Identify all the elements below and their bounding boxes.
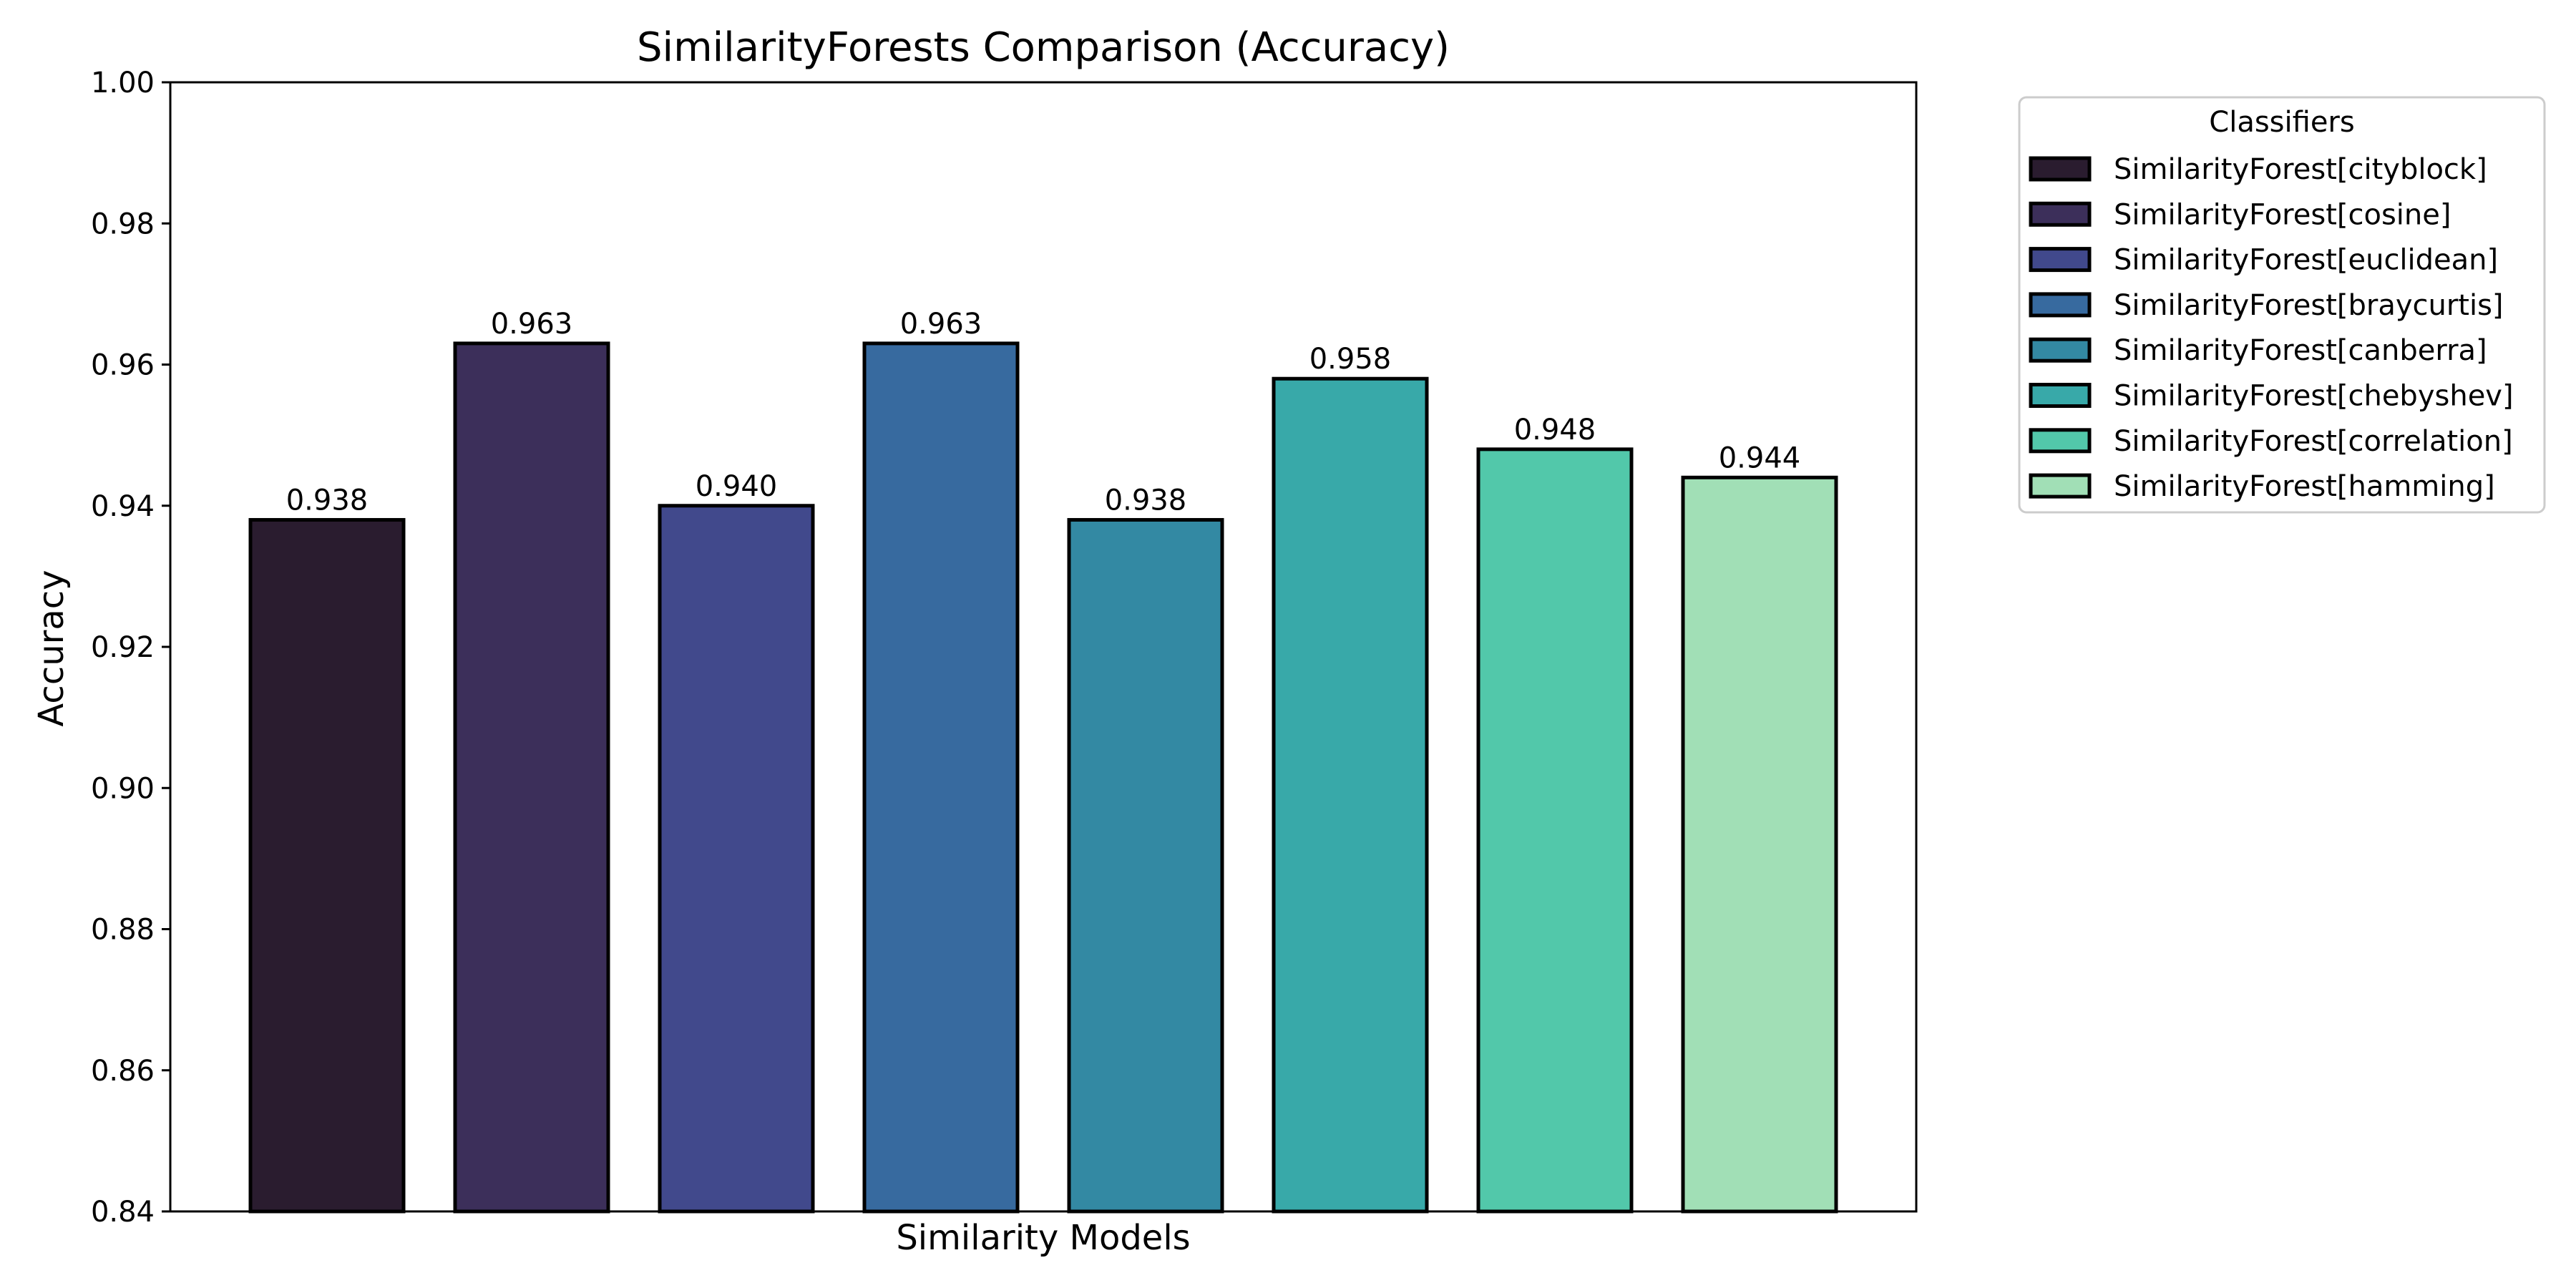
bar-value-label: 0.938: [286, 484, 369, 517]
y-tick-label: 0.92: [91, 631, 155, 664]
chart-title: SimilarityForests Comparison (Accuracy): [637, 24, 1450, 71]
legend-label: SimilarityForest[chebyshev]: [2114, 380, 2514, 413]
legend-box: [2018, 96, 2546, 514]
bar: [453, 341, 610, 1214]
bar: [1272, 376, 1429, 1214]
bar-value-labels: 0.938 0.963 0.940 0.963 0.938 0.958 0.948 0.944: [286, 308, 1801, 517]
legend-label: SimilarityForest[correlation]: [2114, 425, 2513, 458]
bar-value-label: 0.938: [1105, 484, 1187, 517]
legend-swatch: [2029, 473, 2092, 499]
legend-swatch: [2029, 247, 2092, 273]
bar-value-label: 0.940: [696, 470, 778, 503]
legend: Classifiers SimilarityForest[cityblock]S…: [2018, 96, 2546, 514]
legend-swatch: [2029, 337, 2092, 363]
legend-label: SimilarityForest[euclidean]: [2114, 244, 2498, 277]
y-tick-label: 0.94: [91, 490, 155, 523]
bar-value-label: 0.963: [491, 308, 573, 341]
bars: [248, 341, 1838, 1214]
legend-label: SimilarityForest[cityblock]: [2114, 153, 2487, 186]
legend-swatch: [2029, 156, 2092, 182]
legend-swatch: [2029, 201, 2092, 227]
y-axis-ticks: 0.84 0.86 0.88 0.90 0.92 0.94 0.96 0.98 1.00: [91, 67, 170, 1229]
legend-swatch: [2029, 292, 2092, 318]
y-axis-label: Accuracy: [31, 570, 72, 726]
y-tick-label: 0.88: [91, 914, 155, 947]
bar: [248, 517, 406, 1214]
legend-label: SimilarityForest[cosine]: [2114, 198, 2451, 231]
bar: [1476, 447, 1634, 1214]
legend-swatch: [2029, 383, 2092, 408]
bar: [1681, 475, 1838, 1214]
y-tick-label: 0.90: [91, 772, 155, 805]
legend-label: SimilarityForest[canberra]: [2114, 334, 2487, 367]
legend-label: SimilarityForest[braycurtis]: [2114, 289, 2504, 322]
bar-value-label: 0.958: [1309, 343, 1392, 376]
x-axis-label: Similarity Models: [896, 1218, 1190, 1258]
legend-items: SimilarityForest[cityblock] SimilarityFor…: [2029, 153, 2514, 503]
y-tick-label: 0.96: [91, 349, 155, 382]
legend-swatch: [2029, 428, 2092, 454]
y-tick-label: 0.98: [91, 208, 155, 240]
y-tick-label: 0.84: [91, 1196, 155, 1229]
bar: [862, 341, 1020, 1214]
bar-value-label: 0.963: [900, 308, 982, 341]
bar: [1067, 517, 1224, 1214]
legend-title: Classifiers: [2209, 106, 2354, 139]
legend-label: SimilarityForest[hamming]: [2114, 470, 2495, 503]
plot-frame: [169, 81, 1918, 1213]
y-tick-label: 0.86: [91, 1055, 155, 1088]
y-tick-label: 1.00: [91, 67, 155, 99]
bar-value-label: 0.944: [1719, 441, 1801, 474]
bar: [658, 504, 815, 1214]
bar-value-label: 0.948: [1514, 414, 1596, 447]
